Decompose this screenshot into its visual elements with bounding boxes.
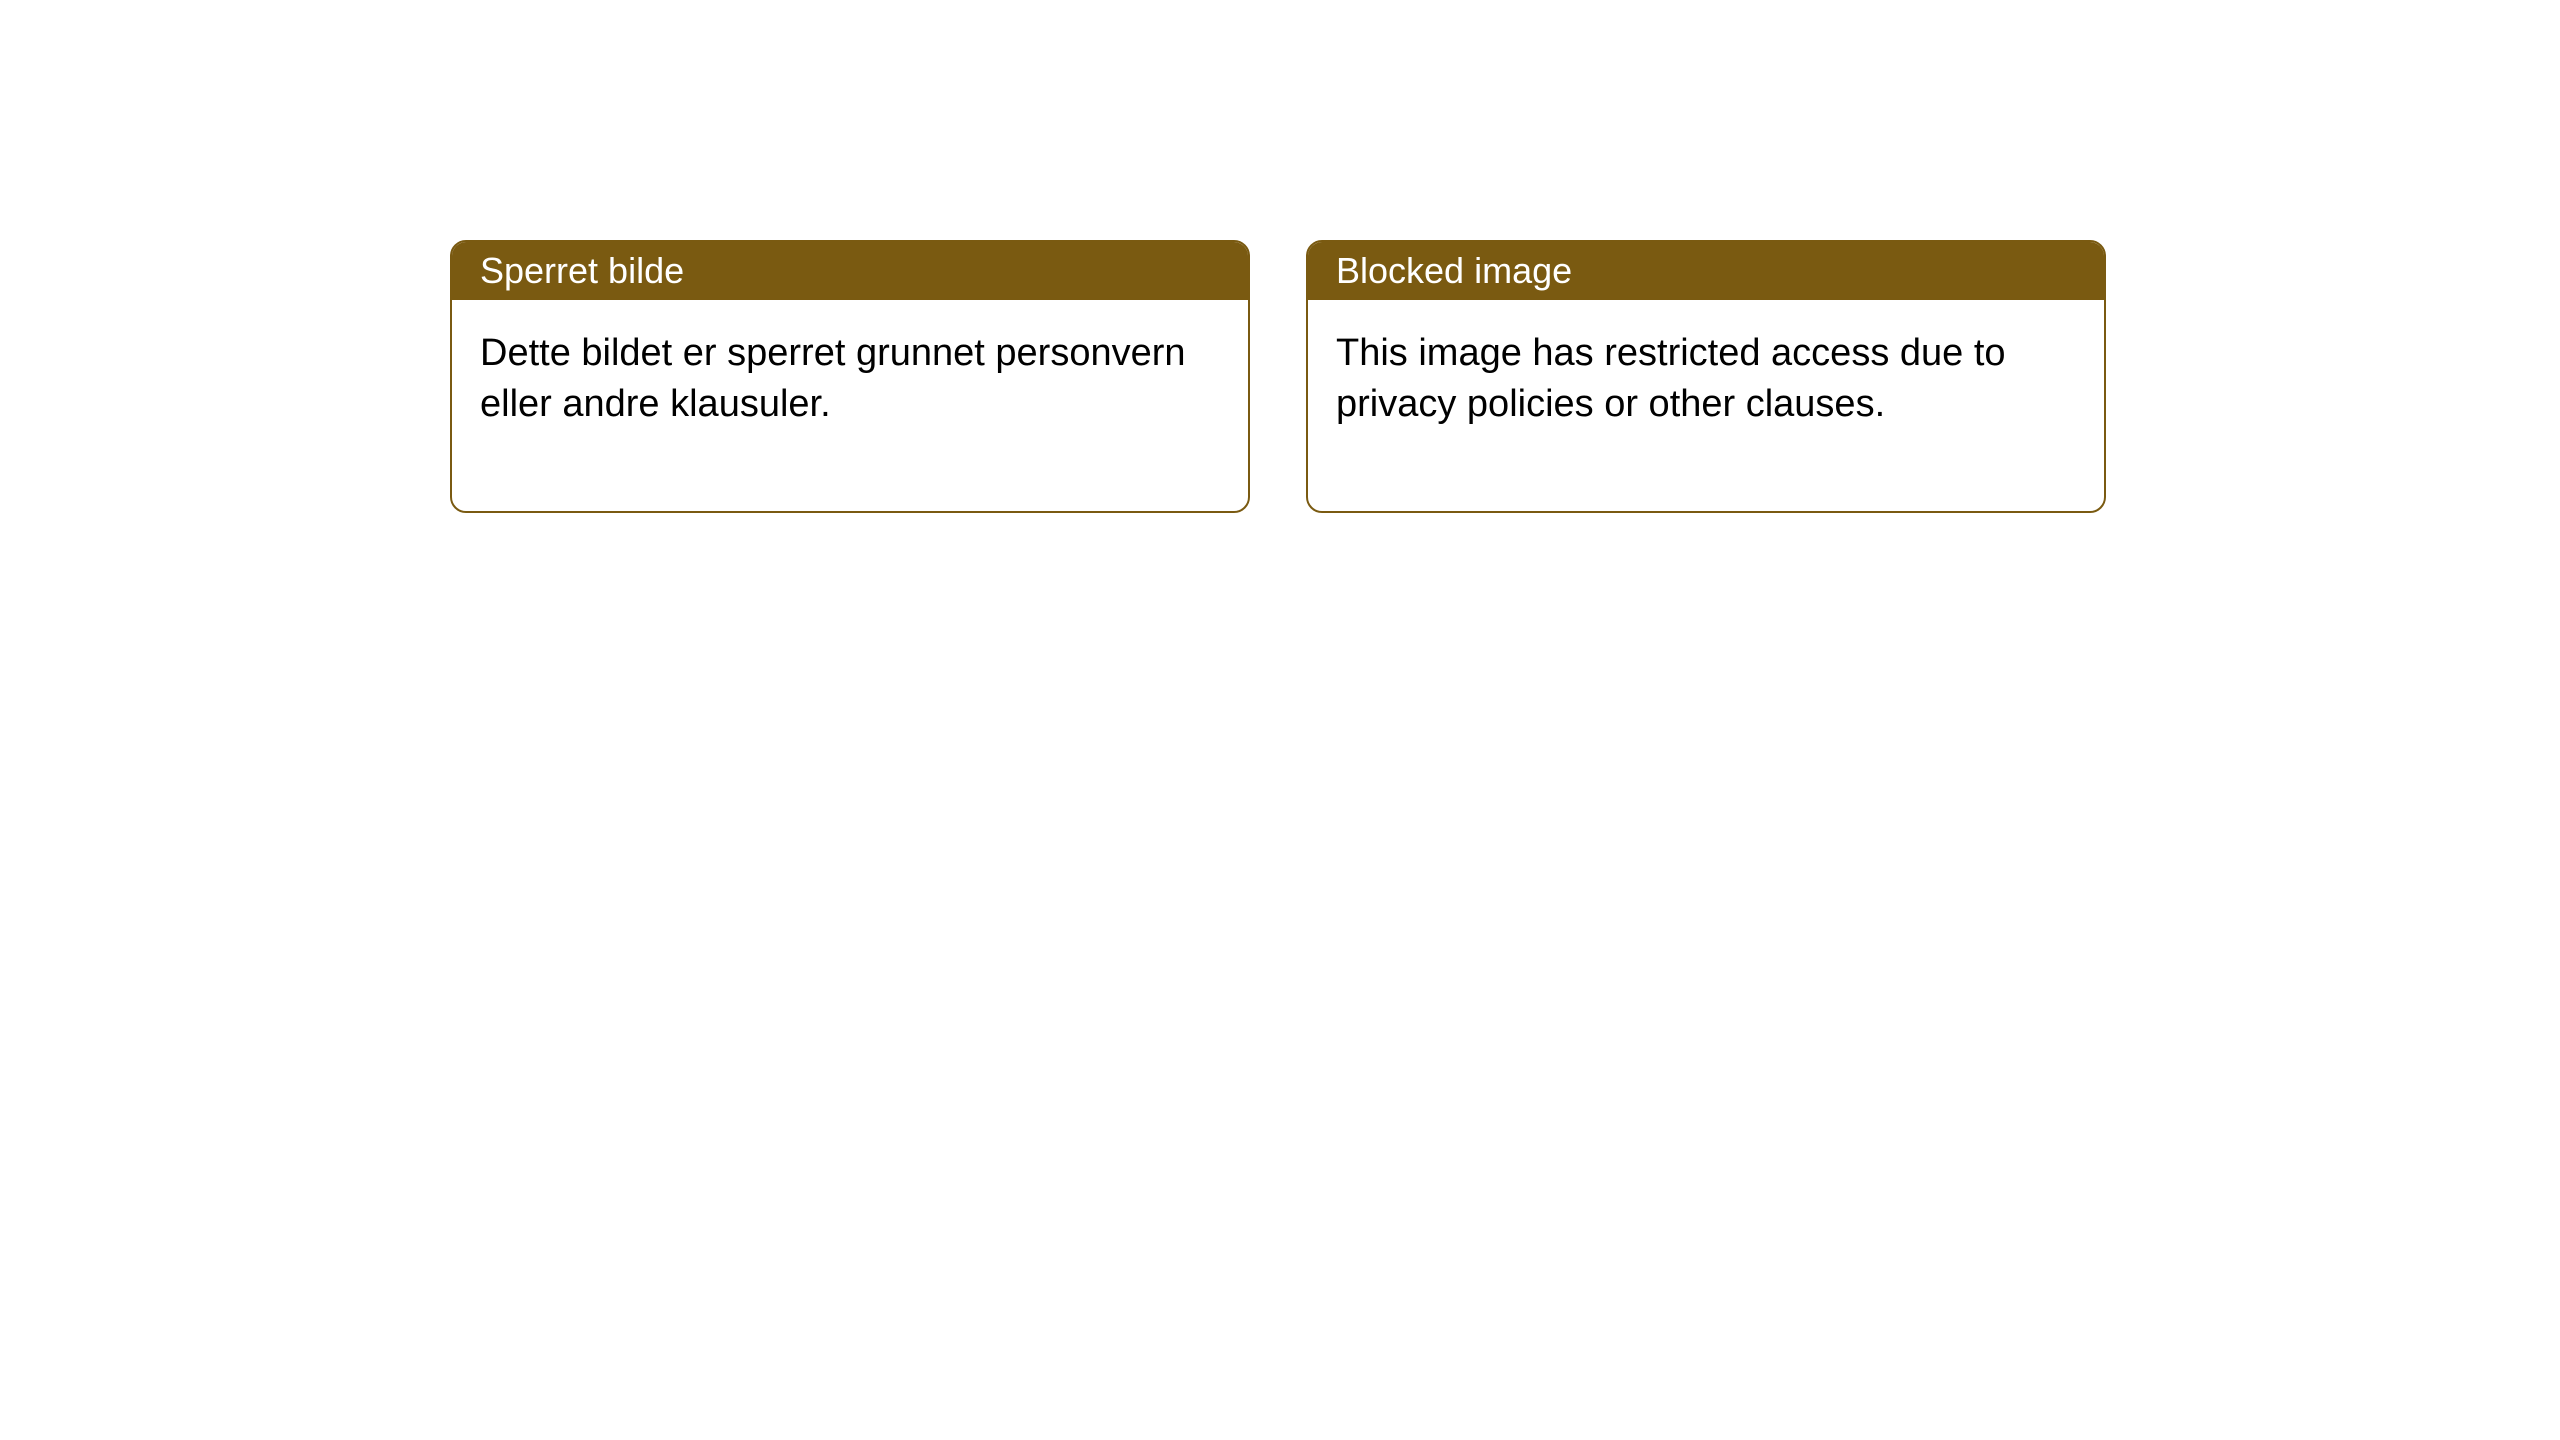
notice-card-norwegian: Sperret bilde Dette bildet er sperret gr… <box>450 240 1250 513</box>
notice-text: Dette bildet er sperret grunnet personve… <box>480 332 1186 425</box>
notice-text: This image has restricted access due to … <box>1336 332 2006 425</box>
notice-title: Blocked image <box>1336 250 1572 291</box>
notice-header: Blocked image <box>1308 242 2104 300</box>
notice-container: Sperret bilde Dette bildet er sperret gr… <box>450 240 2106 513</box>
notice-header: Sperret bilde <box>452 242 1248 300</box>
notice-title: Sperret bilde <box>480 250 684 291</box>
notice-body: Dette bildet er sperret grunnet personve… <box>452 300 1248 511</box>
notice-body: This image has restricted access due to … <box>1308 300 2104 511</box>
notice-card-english: Blocked image This image has restricted … <box>1306 240 2106 513</box>
